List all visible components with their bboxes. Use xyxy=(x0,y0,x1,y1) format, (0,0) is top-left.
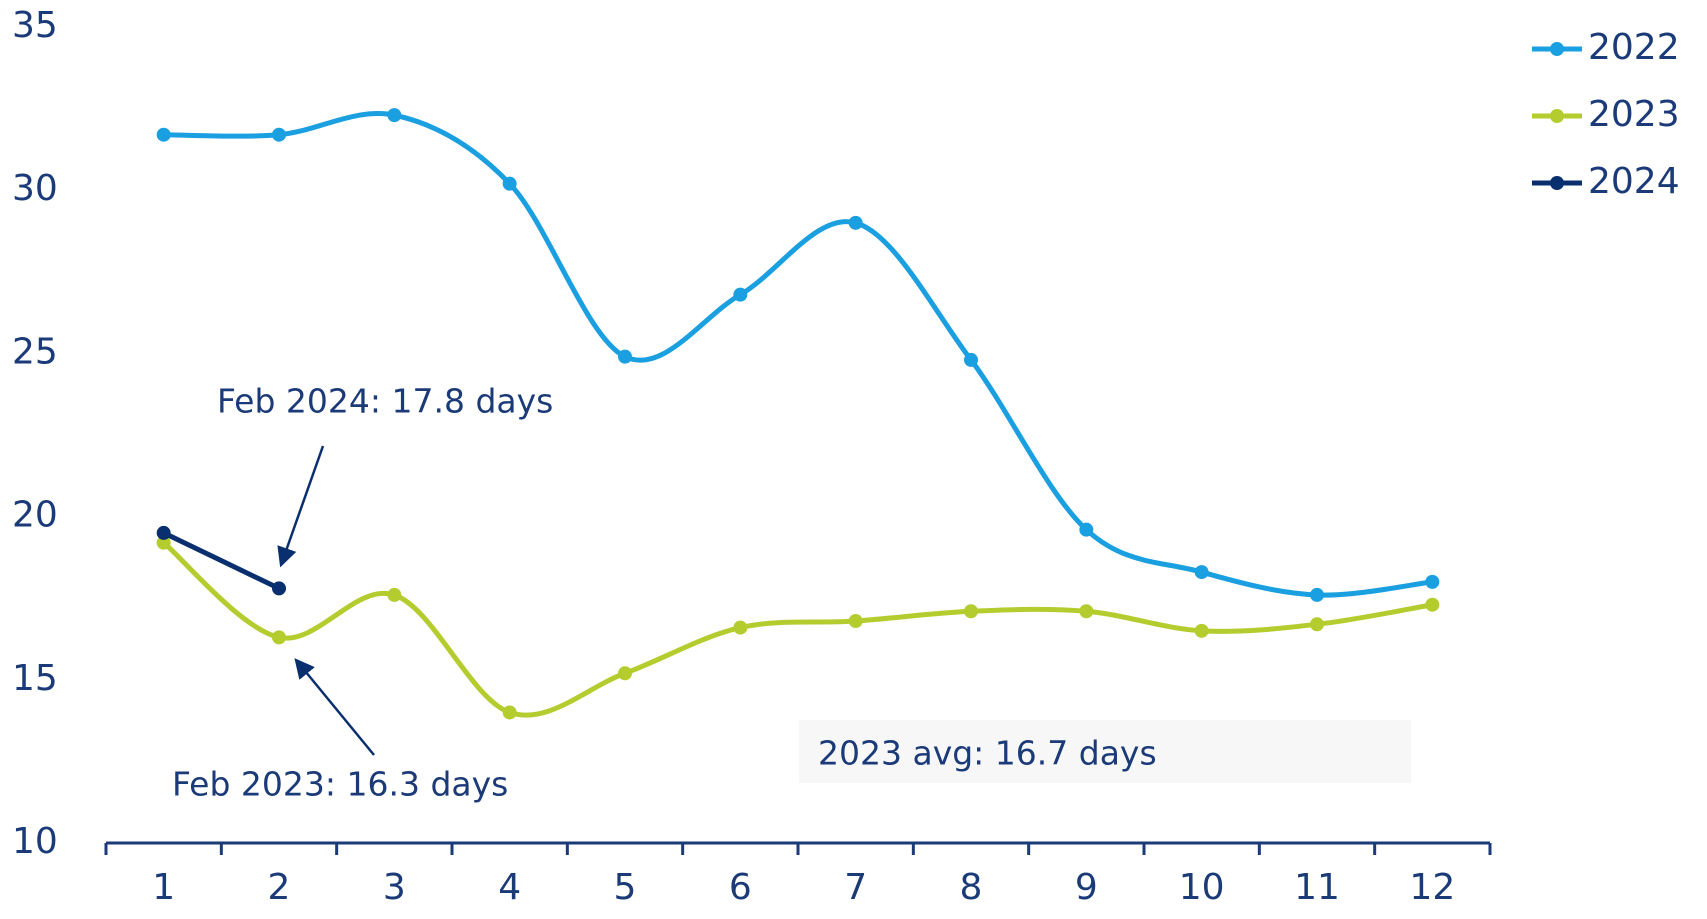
data-point xyxy=(964,604,978,619)
y-tick-label: 20 xyxy=(12,495,58,536)
data-point xyxy=(156,535,171,550)
legend-marker xyxy=(1550,176,1564,190)
data-point xyxy=(1310,617,1324,632)
y-tick-label: 30 xyxy=(12,168,58,209)
y-tick-label: 15 xyxy=(12,658,58,699)
data-point xyxy=(156,525,171,540)
legend-label: 2024 xyxy=(1588,161,1680,202)
y-tick-label: 10 xyxy=(12,821,58,862)
y-tick-label: 35 xyxy=(12,5,58,46)
data-point xyxy=(272,630,286,645)
annotation: Feb 2024: 17.8 days xyxy=(217,382,553,421)
x-tick-label: 2 xyxy=(268,867,291,908)
x-tick-label: 5 xyxy=(614,867,637,908)
x-tick-label: 9 xyxy=(1075,867,1098,908)
legend-marker xyxy=(1550,109,1564,123)
data-point xyxy=(964,352,978,367)
legend-label: 2022 xyxy=(1588,27,1680,68)
data-point xyxy=(618,349,632,364)
annotation-arrow xyxy=(277,445,325,568)
x-tick-label: 8 xyxy=(960,867,983,908)
annotation: 2023 avg: 16.7 days xyxy=(818,734,1157,773)
annotation-arrow xyxy=(294,658,375,756)
data-point xyxy=(733,620,748,635)
x-tick-label: 12 xyxy=(1409,867,1455,908)
data-point xyxy=(1194,565,1209,580)
y-tick-label: 25 xyxy=(12,331,58,372)
x-tick-label: 7 xyxy=(844,867,867,908)
x-tick-label: 11 xyxy=(1294,867,1340,908)
data-point xyxy=(1194,623,1209,638)
data-point xyxy=(502,176,517,191)
data-point xyxy=(1425,574,1440,589)
data-point xyxy=(272,127,286,142)
data-point xyxy=(1079,522,1094,537)
x-tick-label: 10 xyxy=(1179,867,1225,908)
annotation-box xyxy=(799,720,1411,783)
data-point xyxy=(1310,587,1324,602)
data-point xyxy=(272,581,286,596)
x-tick-label: 6 xyxy=(729,867,752,908)
data-point xyxy=(156,127,171,142)
series-line xyxy=(162,530,281,591)
data-point xyxy=(502,705,517,720)
series-line xyxy=(163,111,1433,598)
annotation: Feb 2023: 16.3 days xyxy=(172,765,508,804)
x-tick-label: 1 xyxy=(152,867,175,908)
series-line xyxy=(162,540,1433,718)
data-point xyxy=(618,666,632,681)
data-point xyxy=(387,108,402,123)
legend-marker xyxy=(1550,42,1564,56)
legend-label: 2023 xyxy=(1588,94,1680,135)
data-point xyxy=(848,215,863,230)
data-point xyxy=(387,587,402,602)
data-point xyxy=(1425,597,1440,612)
data-point xyxy=(733,287,748,302)
x-tick-label: 4 xyxy=(498,867,521,908)
data-point xyxy=(848,614,863,629)
x-tick-label: 3 xyxy=(383,867,406,908)
data-point xyxy=(1079,604,1094,619)
